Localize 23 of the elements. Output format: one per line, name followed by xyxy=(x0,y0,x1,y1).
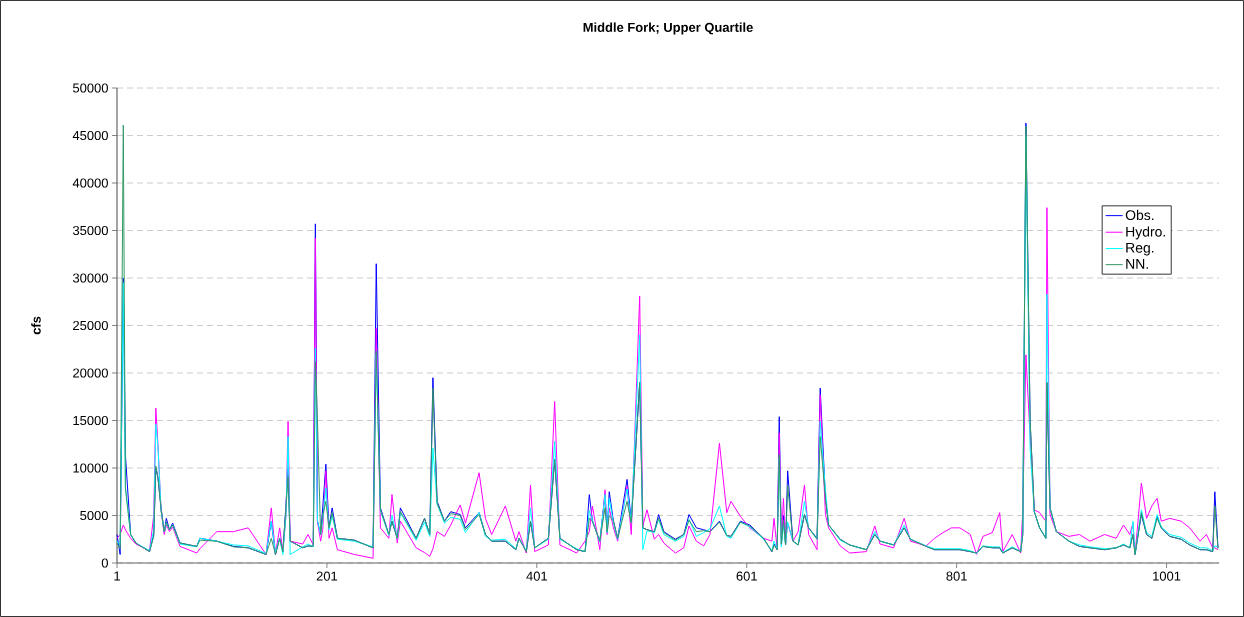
y-tick-label: 25000 xyxy=(73,320,108,331)
legend-label: Reg. xyxy=(1126,243,1154,256)
y-tick-label: 0 xyxy=(101,558,108,568)
chart-title: Middle Fork; Upper Quartile xyxy=(583,22,753,35)
legend-label: Obs. xyxy=(1125,209,1154,221)
y-tick-label: 15000 xyxy=(73,415,108,426)
x-tick-label: 601 xyxy=(736,571,757,581)
y-tick-label: 5000 xyxy=(80,510,108,521)
y-tick-label: 35000 xyxy=(72,225,108,236)
x-tick-label: 1001 xyxy=(1153,571,1181,581)
x-tick-label: 801 xyxy=(946,571,967,581)
legend-label: NN. xyxy=(1126,259,1148,269)
x-tick-label: 201 xyxy=(316,571,338,581)
y-tick-label: 10000 xyxy=(73,463,108,473)
y-tick-label: 50000 xyxy=(72,83,108,93)
x-tick-label: 1 xyxy=(114,571,120,581)
y-axis-title: cfs xyxy=(31,316,41,335)
y-tick-label: 30000 xyxy=(72,273,108,283)
y-tick-label: 40000 xyxy=(72,178,108,188)
x-tick-label: 401 xyxy=(526,571,547,581)
legend-label: Hydro. xyxy=(1126,226,1165,240)
y-tick-label: 45000 xyxy=(72,130,108,141)
y-tick-label: 20000 xyxy=(73,368,108,378)
